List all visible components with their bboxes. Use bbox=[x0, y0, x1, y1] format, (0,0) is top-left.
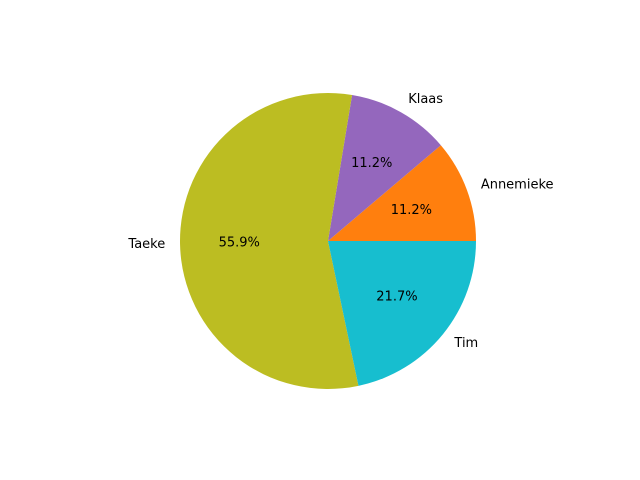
slice-percent-taeke: 55.9% bbox=[219, 235, 260, 250]
pie-slice-tim bbox=[328, 241, 476, 386]
pie-slice-annemieke bbox=[328, 145, 476, 241]
slice-label-taeke: Taeke bbox=[127, 237, 165, 252]
pie-slice-klaas bbox=[328, 94, 441, 241]
pie-slices bbox=[180, 93, 476, 390]
slice-percent-klaas: 11.2% bbox=[351, 156, 392, 171]
pie-slice-taeke bbox=[180, 93, 359, 390]
slice-label-annemieke: Annemieke bbox=[481, 177, 554, 192]
slice-percent-annemieke: 11.2% bbox=[391, 203, 432, 218]
slice-percent-tim: 21.7% bbox=[376, 289, 417, 304]
slice-label-klaas: Klaas bbox=[408, 92, 443, 107]
pie-labels: Annemieke 11.2% Klaas 11.2% Taeke 55.9% Tim 21.… bbox=[127, 92, 553, 351]
slice-label-tim: Tim bbox=[453, 336, 478, 351]
